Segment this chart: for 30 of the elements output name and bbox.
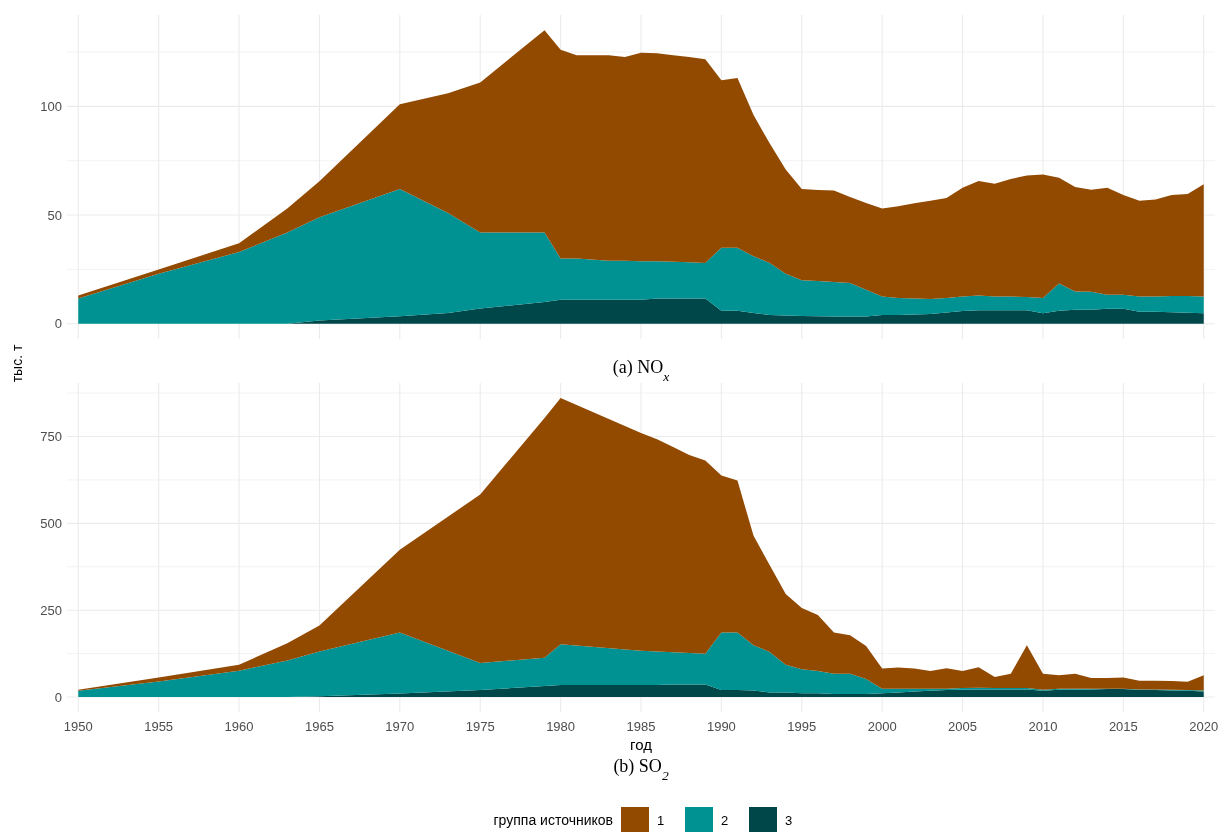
x-axis-title: год	[630, 736, 653, 753]
x-tick-label: 1950	[63, 718, 93, 734]
y-tick-label: 0	[54, 689, 62, 705]
y-tick-label: 100	[40, 98, 62, 114]
y-tick-label: 750	[40, 429, 62, 445]
x-tick-label: 1980	[546, 718, 576, 734]
x-tick-label: 1995	[787, 718, 817, 734]
legend-label: 3	[785, 812, 793, 828]
x-tick-label: 2000	[867, 718, 897, 734]
legend-title: группа источников	[493, 811, 613, 828]
y-tick-label: 250	[40, 602, 62, 618]
y-axis-title: тыс. т	[9, 344, 25, 383]
legend-label: 2	[721, 812, 729, 828]
text: (b) SO$_{2}$	[613, 756, 669, 783]
x-tick-label: 2015	[1108, 718, 1138, 734]
x-tick-label: 2005	[948, 718, 978, 734]
x-tick-label: 2020	[1189, 718, 1219, 734]
y-tick-label: 0	[54, 316, 62, 332]
x-tick-label: 1965	[304, 718, 334, 734]
y-tick-label: 50	[47, 207, 62, 223]
x-tick-label: 1955	[144, 718, 174, 734]
y-tick-label: 500	[40, 515, 62, 531]
x-tick-label: 1970	[385, 718, 415, 734]
x-tick-label: 1975	[465, 718, 495, 734]
x-tick-label: 1985	[626, 718, 656, 734]
text: (a) NO$_{x}$	[612, 357, 670, 384]
x-tick-label: 2010	[1028, 718, 1058, 734]
x-tick-label: 1960	[224, 718, 254, 734]
x-tick-label: 1990	[706, 718, 736, 734]
legend-label: 1	[657, 812, 665, 828]
